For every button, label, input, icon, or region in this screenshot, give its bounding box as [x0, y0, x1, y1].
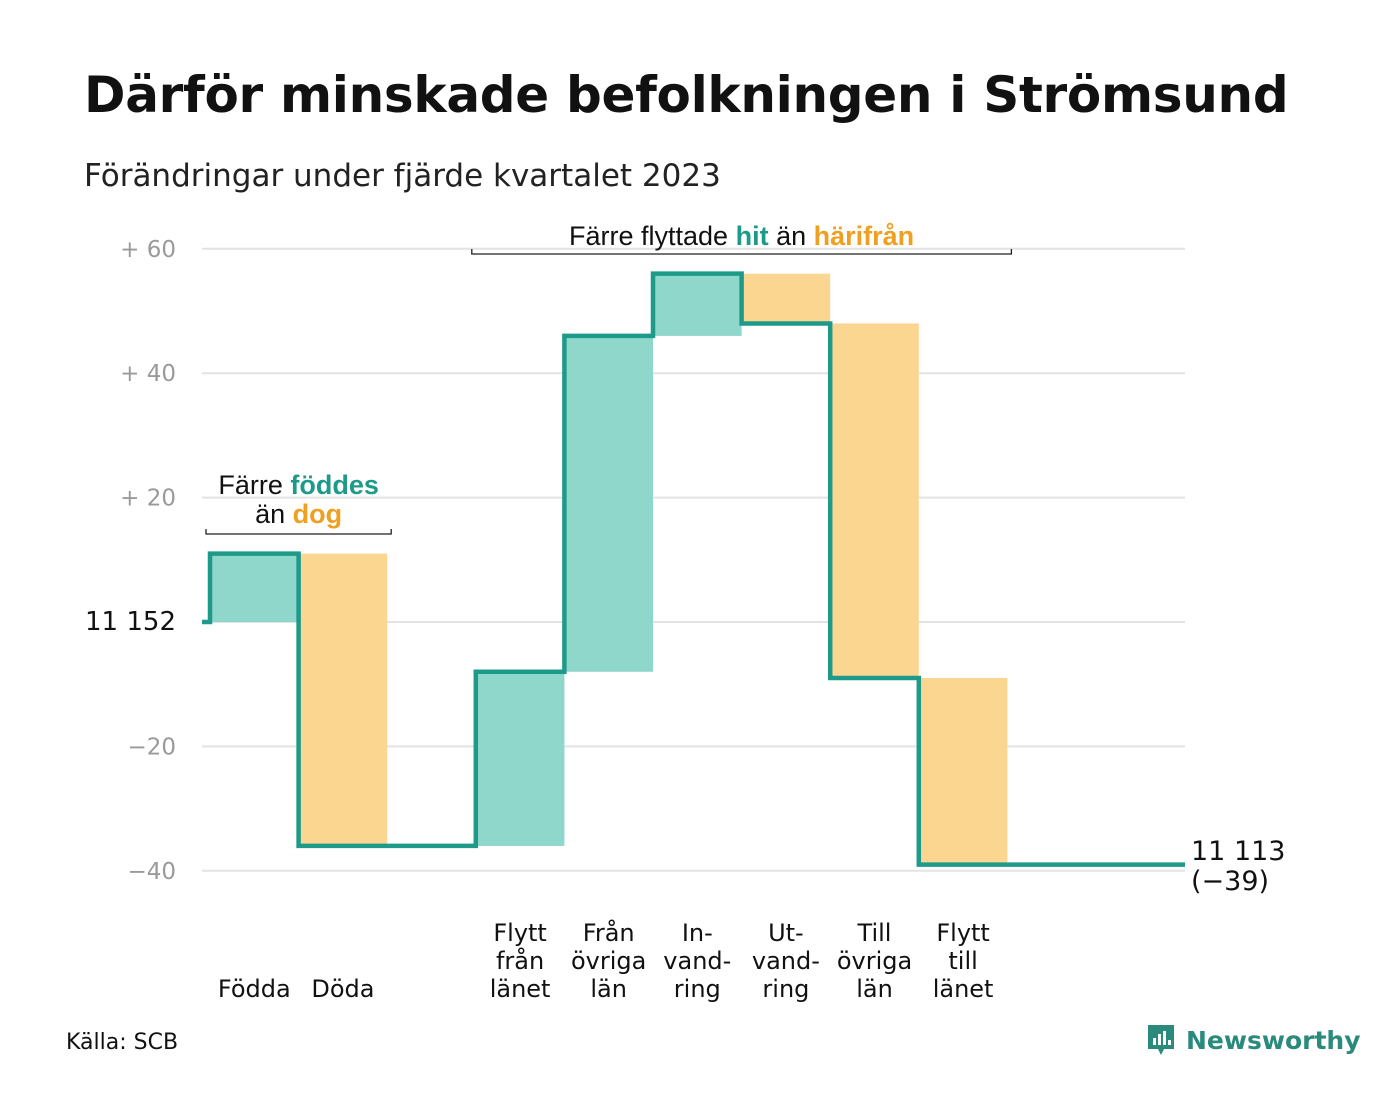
category-label: vand- [752, 947, 820, 975]
annotation-inflow-word: föddes [290, 470, 379, 500]
category-label: ring [674, 975, 721, 1003]
category-label: övriga [571, 947, 646, 975]
source-note: Källa: SCB [66, 1030, 179, 1055]
category-label: länet [933, 975, 994, 1003]
bars [210, 273, 1008, 865]
y-tick-label: −20 [127, 734, 176, 760]
inflow-bar [564, 335, 653, 672]
end-label: 11 113(−39) [1191, 836, 1285, 897]
annotation-migration: Färre flyttade hit än härifrån [471, 221, 1013, 255]
category-label: län [856, 975, 893, 1003]
inflow-bar [653, 273, 742, 336]
y-tick-label: −40 [127, 859, 176, 885]
category-label: Döda [311, 975, 374, 1003]
category-label: län [590, 975, 627, 1003]
category-label: Från [583, 918, 635, 947]
brand-logo[interactable]: Newsworthy [1146, 1022, 1361, 1058]
category-label: In- [682, 919, 713, 947]
cumulative-step-line [202, 271, 1185, 867]
annotation-text: än dog [255, 499, 342, 529]
annotation-inflow-word: hit [736, 221, 769, 251]
annotation-plain-text: Färre flyttade [569, 221, 736, 251]
category-label: Flytt [493, 919, 547, 947]
end-value-label: 11 113 [1191, 836, 1285, 867]
category-label: från [496, 946, 544, 975]
annotation-plain-text: än [769, 221, 814, 251]
annotation-bracket [471, 249, 1013, 255]
y-tick-label: + 40 [120, 361, 176, 387]
annotation-outflow-word: härifrån [814, 221, 915, 251]
annotation-plain-text: än [255, 499, 293, 529]
outflow-bar [298, 553, 388, 846]
category-label: Födda [218, 975, 291, 1003]
y-tick-label: + 60 [120, 237, 176, 263]
category-label: ring [762, 975, 809, 1003]
inflow-bar [475, 671, 565, 846]
category-label: övriga [837, 947, 912, 975]
category-label: Flytt [936, 919, 990, 947]
brand-name: Newsworthy [1186, 1025, 1361, 1055]
category-label: länet [490, 975, 551, 1003]
category-labels: Födda DödaFlyttfrånlänetFrånövrigalänIn-v… [218, 918, 994, 1003]
newsworthy-logo-icon [1148, 1025, 1174, 1055]
outflow-bar [830, 323, 919, 678]
end-value-label: (−39) [1191, 866, 1269, 897]
annotation-outflow-word: dog [293, 499, 342, 529]
inflow-bar [210, 553, 299, 622]
category-label: till [948, 947, 977, 975]
category-label: Till [857, 919, 892, 947]
annotation-plain-text: Färre [218, 470, 290, 500]
y-tick-label: + 20 [120, 486, 176, 512]
gridlines: + 60 + 40 + 20 11 152 −20 −40 [85, 237, 1185, 885]
annotation-text: Färre föddes [218, 470, 379, 500]
outflow-bar [741, 273, 831, 324]
annotation-text: Färre flyttade hit än härifrån [569, 221, 914, 251]
outflow-bar [918, 677, 1008, 865]
annotation-bracket [205, 529, 392, 535]
y-tick-label: 11 152 [85, 607, 176, 637]
chart-title: Därför minskade befolkningen i Strömsund [84, 66, 1289, 124]
category-label: Ut- [768, 919, 804, 947]
category-label: vand- [663, 947, 731, 975]
chart-subtitle: Förändringar under fjärde kvartalet 2023 [84, 158, 721, 194]
